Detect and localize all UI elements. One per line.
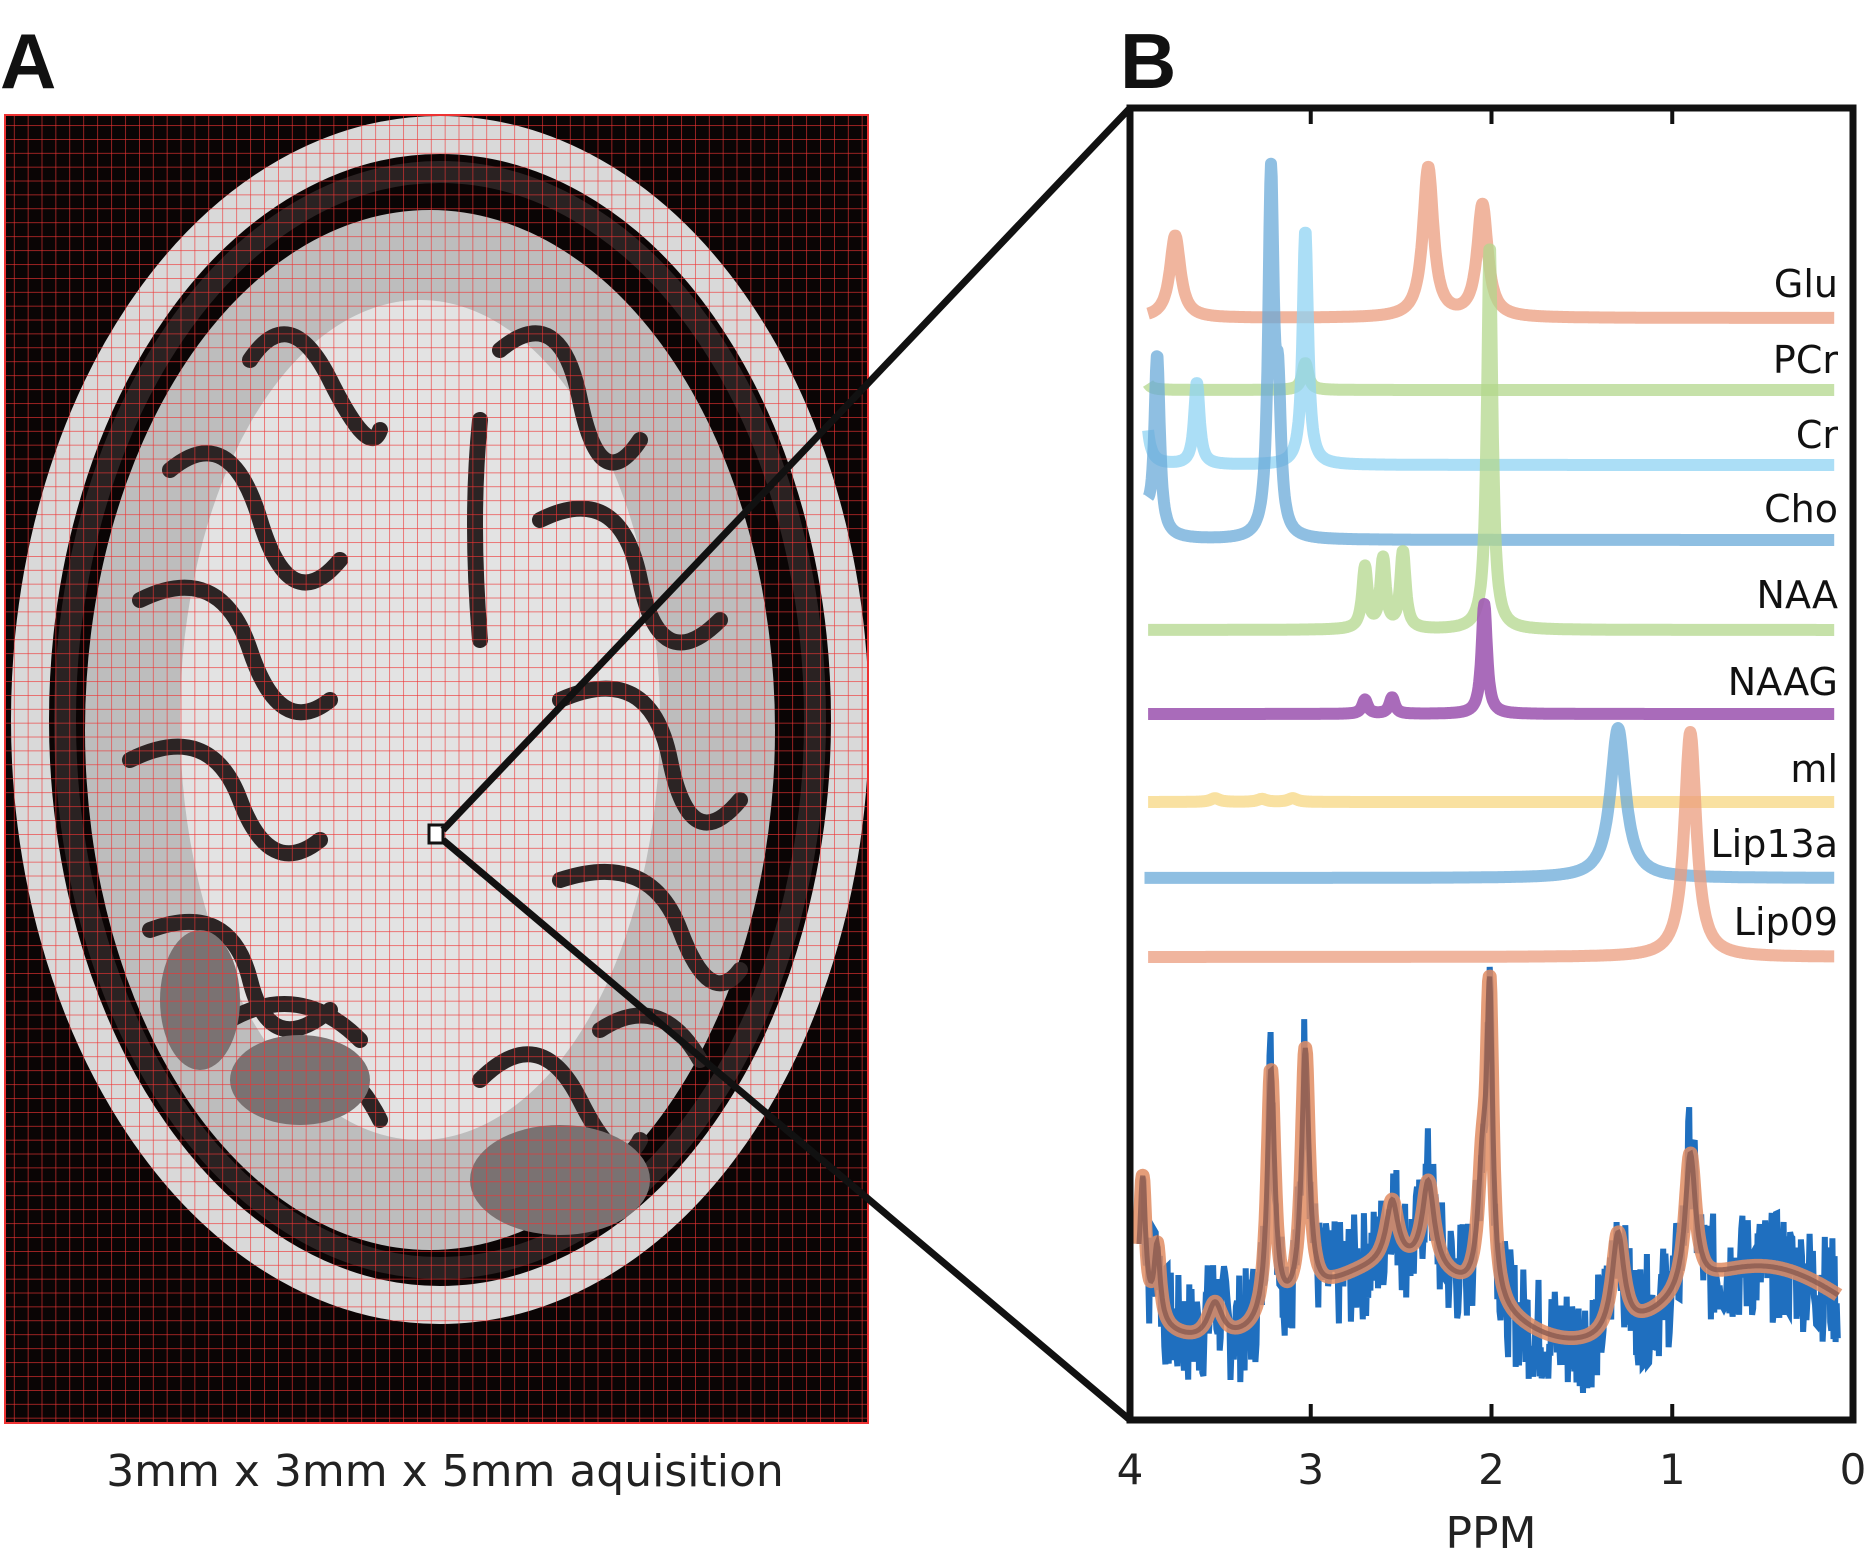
- x-axis-label: PPM: [1445, 1508, 1536, 1559]
- fit-layer: [1132, 966, 1845, 1394]
- series-label-cho: Cho: [1764, 487, 1838, 531]
- panel-a-label: A: [0, 17, 56, 105]
- mri-frame: [4, 114, 869, 1424]
- series-label-naag: NAAG: [1728, 660, 1838, 704]
- spectra-plot: Glu PCr Cr Cho NAA NAAG ml Lip13a Lip09 4 3 2 1 0 PP…: [1117, 104, 1867, 1559]
- x-tick-label-1: 3: [1297, 1445, 1324, 1494]
- fit-spectrum-inner-line: [1136, 976, 1840, 1341]
- x-tick-label-2: 2: [1478, 1445, 1505, 1494]
- series-line-lip13a: [1139, 722, 1840, 884]
- acquisition-caption: 3mm x 3mm x 5mm aquisition: [106, 1446, 784, 1497]
- selected-voxel: [427, 823, 445, 845]
- x-tick-label-3: 1: [1659, 1445, 1686, 1494]
- zoom-lines: [440, 105, 1133, 1423]
- x-axis-ticks: 4 3 2 1 0: [1117, 108, 1867, 1494]
- panel-b-label: B: [1120, 17, 1176, 105]
- series-line-lip09: [1142, 726, 1840, 963]
- series-label-lip09: Lip09: [1734, 900, 1838, 944]
- series-label-cr: Cr: [1796, 413, 1839, 457]
- series-line-naag: [1142, 598, 1840, 720]
- series-label-glu: Glu: [1774, 262, 1838, 306]
- series-label-naa: NAA: [1757, 573, 1838, 617]
- series-line-naa: [1142, 243, 1840, 636]
- spectra-layer: Glu PCr Cr Cho NAA NAAG ml Lip13a Lip09: [1139, 157, 1840, 963]
- mri-image: [5, 115, 868, 1423]
- series-label-ml: ml: [1790, 747, 1838, 791]
- x-tick-label-0: 4: [1117, 1445, 1144, 1494]
- x-tick-label-4: 0: [1840, 1445, 1867, 1494]
- series-label-lip13a: Lip13a: [1711, 822, 1839, 866]
- series-label-pcr: PCr: [1773, 338, 1838, 382]
- series-line-ml: [1142, 792, 1840, 808]
